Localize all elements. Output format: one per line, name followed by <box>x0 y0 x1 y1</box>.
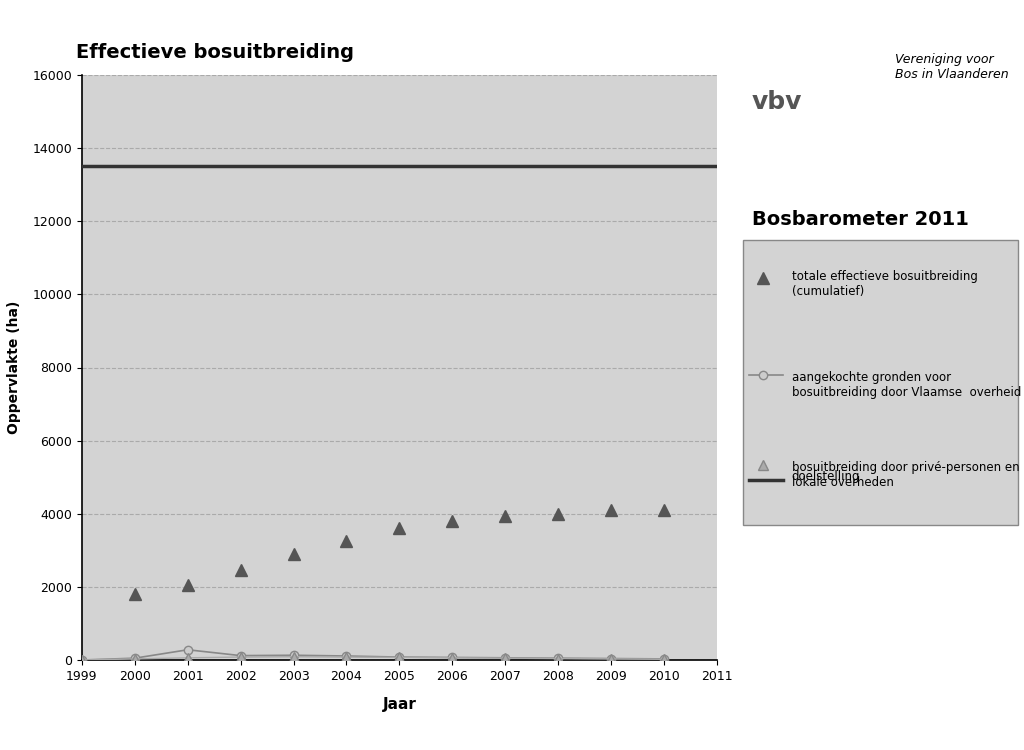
Text: aangekochte gronden voor
bosuitbreiding door Vlaamse  overheid: aangekochte gronden voor bosuitbreiding … <box>792 371 1021 399</box>
FancyBboxPatch shape <box>743 240 1018 525</box>
Text: Vereniging voor
Bos in Vlaanderen: Vereniging voor Bos in Vlaanderen <box>895 53 1009 80</box>
Text: totale effectieve bosuitbreiding
(cumulatief): totale effectieve bosuitbreiding (cumula… <box>792 270 978 298</box>
Text: bosuitbreiding door privé-personen en
lokale overheden: bosuitbreiding door privé-personen en lo… <box>792 461 1019 489</box>
Text: Effectieve bosuitbreiding: Effectieve bosuitbreiding <box>76 44 353 62</box>
Y-axis label: Oppervlakte (ha): Oppervlakte (ha) <box>7 301 22 434</box>
Text: vbv: vbv <box>752 90 802 114</box>
Text: Bosbarometer 2011: Bosbarometer 2011 <box>752 210 969 229</box>
Text: doelstelling: doelstelling <box>792 470 860 483</box>
X-axis label: Jaar: Jaar <box>382 697 417 712</box>
